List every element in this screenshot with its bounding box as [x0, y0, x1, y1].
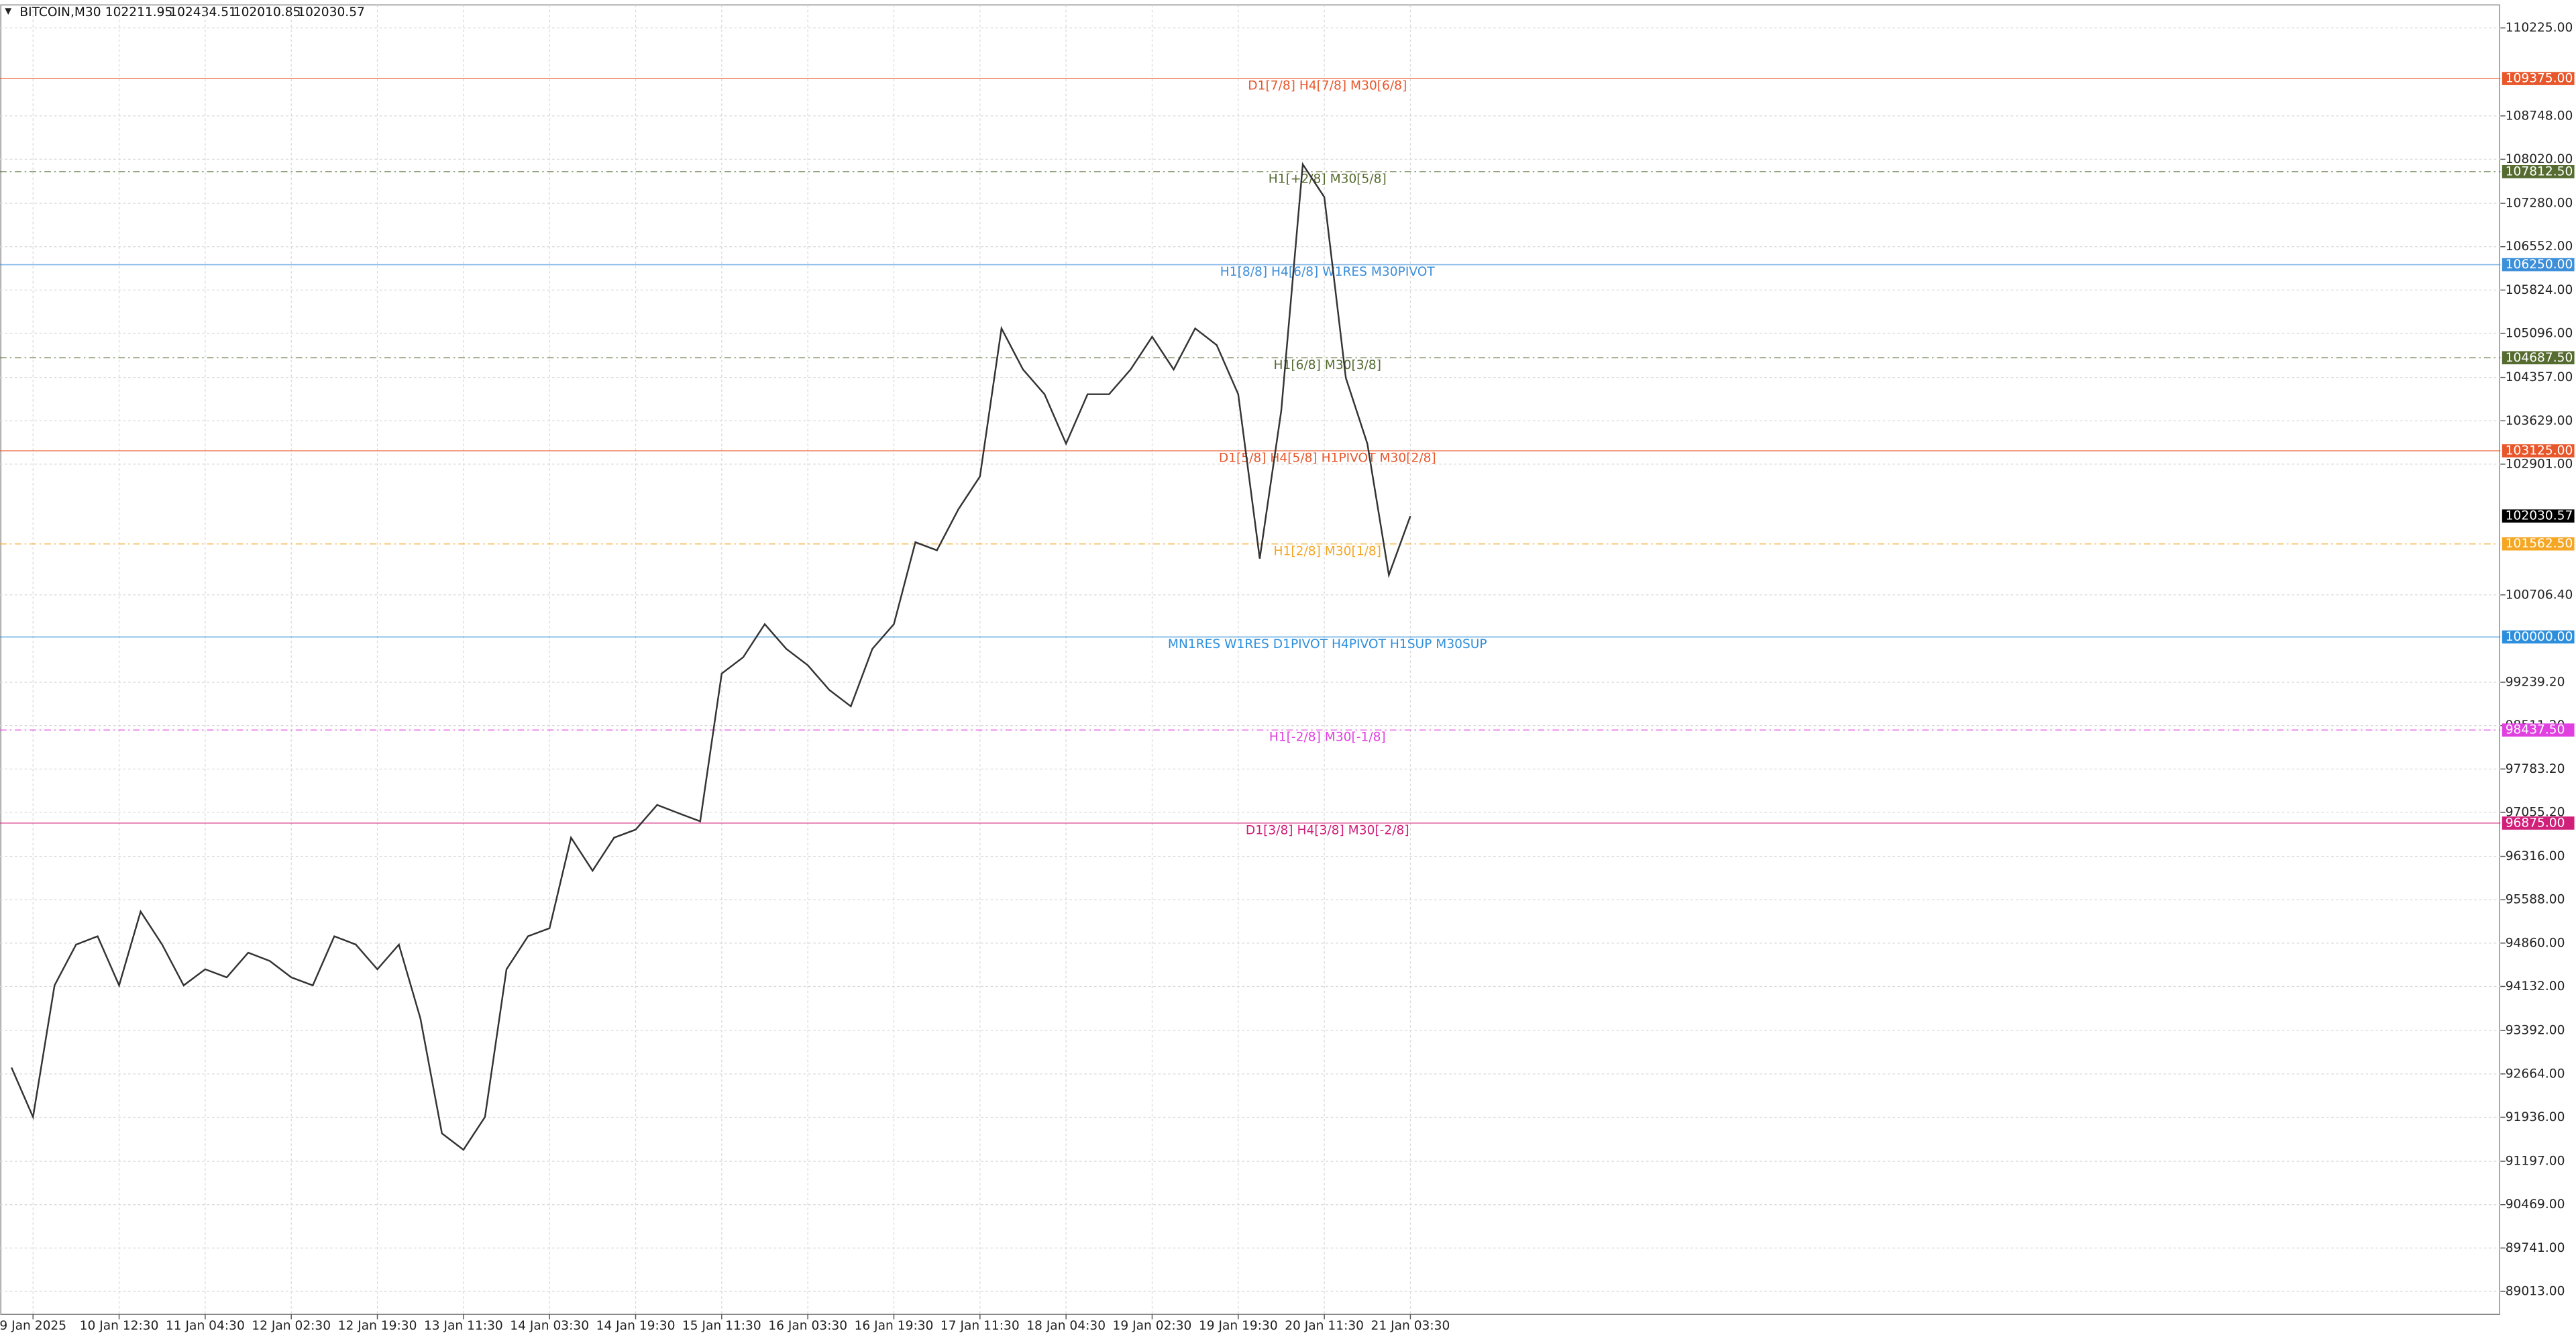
y-tick-label: 93392.00 [2506, 1024, 2565, 1038]
price-line [11, 162, 1411, 1151]
y-tick-label: 106552.00 [2506, 239, 2573, 254]
level-price-tag-label: 100000.00 [2506, 630, 2573, 644]
level-price-tag [2502, 258, 2575, 272]
y-tick-label: 104357.00 [2506, 370, 2573, 384]
x-tick-label: 9 Jan 2025 [0, 1319, 66, 1333]
x-tick-label: 11 Jan 04:30 [166, 1319, 245, 1333]
level-price-tag [2502, 816, 2575, 830]
last-price-label: 102030.57 [2506, 509, 2573, 523]
x-tick-label: 19 Jan 19:30 [1199, 1319, 1278, 1333]
level-price-tag [2502, 351, 2575, 365]
high-price: 102434.51 [169, 5, 237, 19]
x-tick-label: 16 Jan 19:30 [855, 1319, 934, 1333]
level-price-tag-label: 98437.50 [2506, 723, 2565, 737]
x-tick-label: 13 Jan 11:30 [424, 1319, 503, 1333]
x-tick-label: 17 Jan 11:30 [941, 1319, 1020, 1333]
level-label: H1[6/8] M30[3/8] [1274, 358, 1381, 372]
level-price-tag-label: 101562.50 [2506, 537, 2573, 551]
x-tick-label: 10 Jan 12:30 [80, 1319, 159, 1333]
symbol-title: BITCOIN,M30 [19, 5, 101, 19]
x-tick-label: 21 Jan 03:30 [1371, 1319, 1450, 1333]
x-tick-label: 16 Jan 03:30 [768, 1319, 847, 1333]
x-tick-label: 18 Jan 04:30 [1026, 1319, 1106, 1333]
collapse-arrow[interactable] [5, 8, 12, 15]
level-label: H1[8/8] H4[6/8] W1RES M30PIVOT [1220, 265, 1436, 279]
level-price-tag-label: 103125.00 [2506, 444, 2573, 458]
level-price-tag-label: 104687.50 [2506, 351, 2573, 365]
level-label: D1[7/8] H4[7/8] M30[6/8] [1248, 79, 1407, 93]
plot-frame [0, 4, 2500, 1315]
level-label: D1[3/8] H4[3/8] M30[-2/8] [1246, 823, 1409, 837]
level-label: H1[2/8] M30[1/8] [1274, 544, 1381, 558]
y-tick-label: 96316.00 [2506, 849, 2565, 863]
level-price-tag [2502, 72, 2575, 85]
low-price: 102010.85 [233, 5, 301, 19]
y-tick-label: 91197.00 [2506, 1155, 2565, 1169]
y-tick-label: 94132.00 [2506, 979, 2565, 994]
level-price-tag [2502, 723, 2575, 737]
y-tick-label: 99239.20 [2506, 676, 2565, 690]
y-tick-label: 105824.00 [2506, 283, 2573, 297]
y-tick-label: 102901.00 [2506, 457, 2573, 471]
y-tick-label: 108020.00 [2506, 152, 2573, 166]
y-tick-label: 97055.20 [2506, 805, 2565, 819]
open-price: 102211.95 [105, 5, 173, 19]
x-tick-label: 19 Jan 02:30 [1113, 1319, 1192, 1333]
y-tick-label: 94860.00 [2506, 936, 2565, 950]
level-label: D1[5/8] H4[5/8] H1PIVOT M30[2/8] [1219, 451, 1436, 466]
level-price-tag [2502, 630, 2575, 644]
level-price-tag [2502, 537, 2575, 551]
x-tick-label: 12 Jan 19:30 [338, 1319, 417, 1333]
y-tick-label: 90469.00 [2506, 1197, 2565, 1212]
y-tick-label: 91936.00 [2506, 1110, 2565, 1124]
y-tick-label: 107280.00 [2506, 197, 2573, 211]
level-price-tag [2502, 444, 2575, 458]
y-tick-label: 110225.00 [2506, 21, 2573, 35]
y-tick-label: 100706.40 [2506, 588, 2573, 602]
y-tick-label: 105096.00 [2506, 327, 2573, 341]
y-tick-label: 103629.00 [2506, 414, 2573, 428]
level-label: MN1RES W1RES D1PIVOT H4PIVOT H1SUP M30SU… [1168, 637, 1487, 651]
x-tick-label: 12 Jan 02:30 [252, 1319, 331, 1333]
level-price-tag-label: 96875.00 [2506, 816, 2565, 830]
level-label: H1[+2/8] M30[5/8] [1269, 172, 1387, 186]
close-price: 102030.57 [297, 5, 365, 19]
y-tick-label: 92664.00 [2506, 1067, 2565, 1081]
y-tick-label: 89741.00 [2506, 1241, 2565, 1255]
x-tick-label: 14 Jan 03:30 [510, 1319, 589, 1333]
x-tick-label: 14 Jan 19:30 [596, 1319, 676, 1333]
level-price-tag-label: 106250.00 [2506, 258, 2573, 272]
level-price-tag-label: 107812.50 [2506, 164, 2573, 178]
y-tick-label: 95588.00 [2506, 893, 2565, 907]
x-tick-label: 20 Jan 11:30 [1285, 1319, 1364, 1333]
last-price-tag [2502, 509, 2575, 523]
level-label: H1[-2/8] M30[-1/8] [1269, 731, 1386, 745]
x-tick-label: 15 Jan 11:30 [682, 1319, 761, 1333]
level-price-tag [2502, 165, 2575, 178]
y-tick-label: 108748.00 [2506, 109, 2573, 123]
y-tick-label: 97783.20 [2506, 762, 2565, 776]
level-price-tag-label: 109375.00 [2506, 72, 2573, 86]
y-tick-label: 89013.00 [2506, 1284, 2565, 1298]
